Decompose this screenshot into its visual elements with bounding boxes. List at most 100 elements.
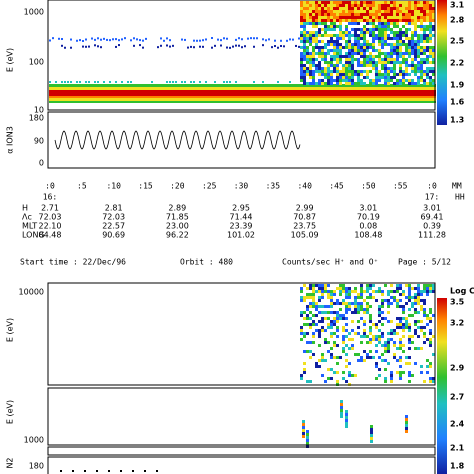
pixel bbox=[310, 96, 313, 98]
pixel bbox=[411, 40, 414, 43]
pixel bbox=[289, 96, 292, 98]
pixel bbox=[336, 362, 339, 365]
pixel bbox=[205, 98, 208, 101]
pixel bbox=[115, 84, 118, 87]
pixel bbox=[364, 96, 367, 98]
pixel bbox=[295, 101, 298, 103]
cell: 101.02 bbox=[227, 231, 255, 240]
pixel bbox=[321, 359, 324, 362]
pixel bbox=[360, 317, 363, 320]
pixel bbox=[184, 96, 187, 98]
pixel bbox=[402, 290, 405, 293]
pixel bbox=[109, 98, 112, 101]
pixel bbox=[345, 359, 348, 362]
pixel bbox=[324, 34, 327, 37]
pixel bbox=[384, 4, 387, 7]
pixel bbox=[390, 70, 393, 73]
pixel bbox=[369, 284, 372, 287]
pixel bbox=[309, 76, 312, 79]
pixel bbox=[370, 428, 373, 431]
pixel bbox=[229, 98, 232, 101]
pixel bbox=[298, 37, 300, 40]
pixel bbox=[315, 19, 318, 22]
pixel bbox=[306, 380, 309, 383]
pixel bbox=[306, 442, 309, 445]
pixel bbox=[262, 81, 264, 83]
pixel bbox=[411, 70, 414, 73]
pixel bbox=[423, 25, 426, 28]
pixel bbox=[378, 287, 381, 290]
pixel bbox=[235, 81, 237, 83]
pixel bbox=[348, 4, 351, 7]
minute-label: :30 bbox=[234, 182, 249, 191]
pixel bbox=[327, 317, 330, 320]
pixel bbox=[223, 98, 226, 101]
pixel bbox=[429, 67, 432, 70]
pixel bbox=[372, 55, 375, 58]
pixel bbox=[360, 70, 363, 73]
pixel bbox=[366, 76, 369, 79]
pixel bbox=[369, 64, 372, 67]
pixel bbox=[268, 84, 271, 87]
pixel bbox=[387, 61, 390, 64]
pixel bbox=[321, 73, 324, 76]
pixel bbox=[394, 96, 397, 98]
pixel bbox=[304, 96, 307, 98]
pixel bbox=[331, 90, 334, 96]
pixel bbox=[175, 101, 178, 103]
pixel bbox=[348, 70, 351, 73]
pixel bbox=[310, 98, 313, 101]
pixel bbox=[336, 16, 339, 19]
pixel bbox=[300, 22, 303, 25]
pixel bbox=[387, 7, 390, 10]
pixel bbox=[393, 25, 396, 28]
cell: 0.39 bbox=[423, 222, 441, 231]
pixel bbox=[133, 87, 136, 90]
pixel bbox=[309, 55, 312, 58]
pixel bbox=[408, 341, 411, 344]
pixel bbox=[429, 28, 432, 31]
pixel bbox=[378, 311, 381, 314]
hour-label: 16: bbox=[43, 193, 57, 202]
pixel bbox=[369, 320, 372, 323]
pixel bbox=[300, 73, 303, 76]
pixel bbox=[330, 347, 333, 350]
pixel bbox=[429, 25, 432, 28]
pixel bbox=[343, 87, 346, 90]
pixel bbox=[256, 96, 259, 98]
pixel bbox=[327, 73, 330, 76]
pixel bbox=[351, 347, 354, 350]
pixel bbox=[340, 98, 343, 101]
pixel bbox=[316, 87, 319, 90]
pixel bbox=[397, 87, 400, 90]
pixel bbox=[414, 332, 417, 335]
pixel bbox=[333, 40, 336, 43]
pixel bbox=[336, 1, 339, 4]
pixel bbox=[300, 4, 303, 7]
cell: 71.44 bbox=[230, 213, 253, 222]
pixel bbox=[250, 101, 253, 103]
pixel bbox=[378, 16, 381, 19]
pixel bbox=[118, 44, 120, 47]
pixel bbox=[262, 38, 264, 41]
pixel bbox=[333, 13, 336, 16]
pixel bbox=[318, 82, 321, 85]
pixel bbox=[430, 96, 433, 98]
pixel bbox=[109, 81, 111, 83]
pixel bbox=[60, 470, 62, 472]
pixel bbox=[417, 40, 420, 43]
pixel bbox=[367, 84, 370, 87]
pixel bbox=[379, 98, 382, 101]
pixel bbox=[423, 52, 426, 55]
colorbar-label: 1.8 bbox=[450, 462, 465, 471]
pixel bbox=[79, 81, 81, 83]
pixel bbox=[115, 38, 117, 41]
pixel bbox=[303, 22, 306, 25]
pixel bbox=[306, 317, 309, 320]
pixel bbox=[315, 37, 318, 40]
pixel bbox=[396, 34, 399, 37]
pixel bbox=[235, 44, 237, 47]
pixel bbox=[405, 430, 408, 433]
pixel bbox=[405, 49, 408, 52]
pixel bbox=[91, 90, 94, 96]
